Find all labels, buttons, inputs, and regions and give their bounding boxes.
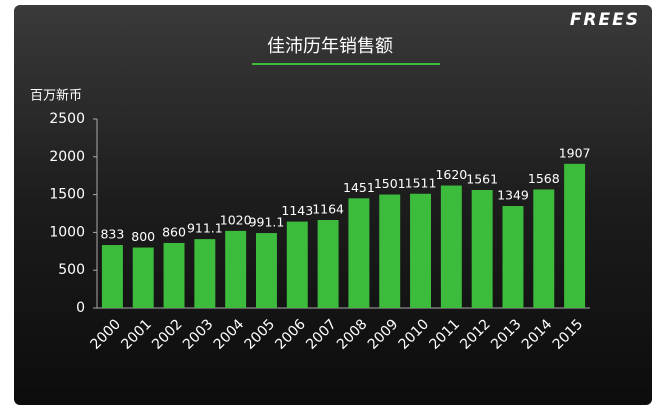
value-label: 1020 [220,212,252,227]
value-label: 800 [131,229,155,244]
value-label: 1568 [528,171,560,186]
bar [440,185,462,308]
bar [348,198,370,308]
bar [502,206,524,308]
bar [255,233,277,308]
bar [101,245,123,308]
value-label: 911.1 [187,221,223,236]
bar [379,194,401,308]
value-label: 860 [162,224,186,239]
y-tick-label: 2500 [49,111,85,127]
bar [533,189,555,308]
value-label: 1501 [374,176,406,191]
y-tick-label: 1000 [49,224,85,240]
value-label: 1349 [497,188,529,203]
bar [564,163,586,308]
value-label: 991.1 [249,215,285,230]
value-label: 1143 [281,203,313,218]
value-label: 1451 [343,180,375,195]
value-label: 1561 [466,171,498,186]
y-axis-label: 百万新币 [30,88,82,104]
bar [132,247,154,308]
bar [194,239,216,308]
value-label: 1620 [435,167,467,182]
value-label: 833 [100,227,124,242]
y-tick-label: 1500 [49,187,85,203]
logo: FREES [570,10,640,30]
value-label: 1511 [405,175,437,190]
bar [225,230,247,308]
bar [317,220,339,308]
chart-title: 佳沛历年销售额 [267,36,393,57]
y-tick-label: 0 [76,300,85,316]
value-label: 1907 [559,145,591,160]
bar [163,242,185,308]
y-tick-label: 2000 [49,149,85,165]
bar [286,221,308,308]
y-tick-label: 500 [58,262,85,278]
bar [410,193,432,308]
value-label: 1164 [312,202,344,217]
bar [471,189,493,308]
